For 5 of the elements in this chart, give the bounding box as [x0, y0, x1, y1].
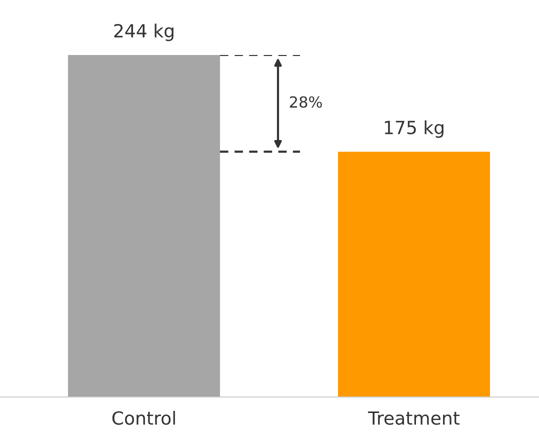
x-tick-label: Treatment: [368, 411, 460, 425]
annotation: 28%: [290, 96, 322, 108]
x-tick-label: Control: [112, 410, 175, 425]
data-label: 244 kg: [114, 24, 174, 42]
data-label: 175 kg: [384, 120, 444, 138]
